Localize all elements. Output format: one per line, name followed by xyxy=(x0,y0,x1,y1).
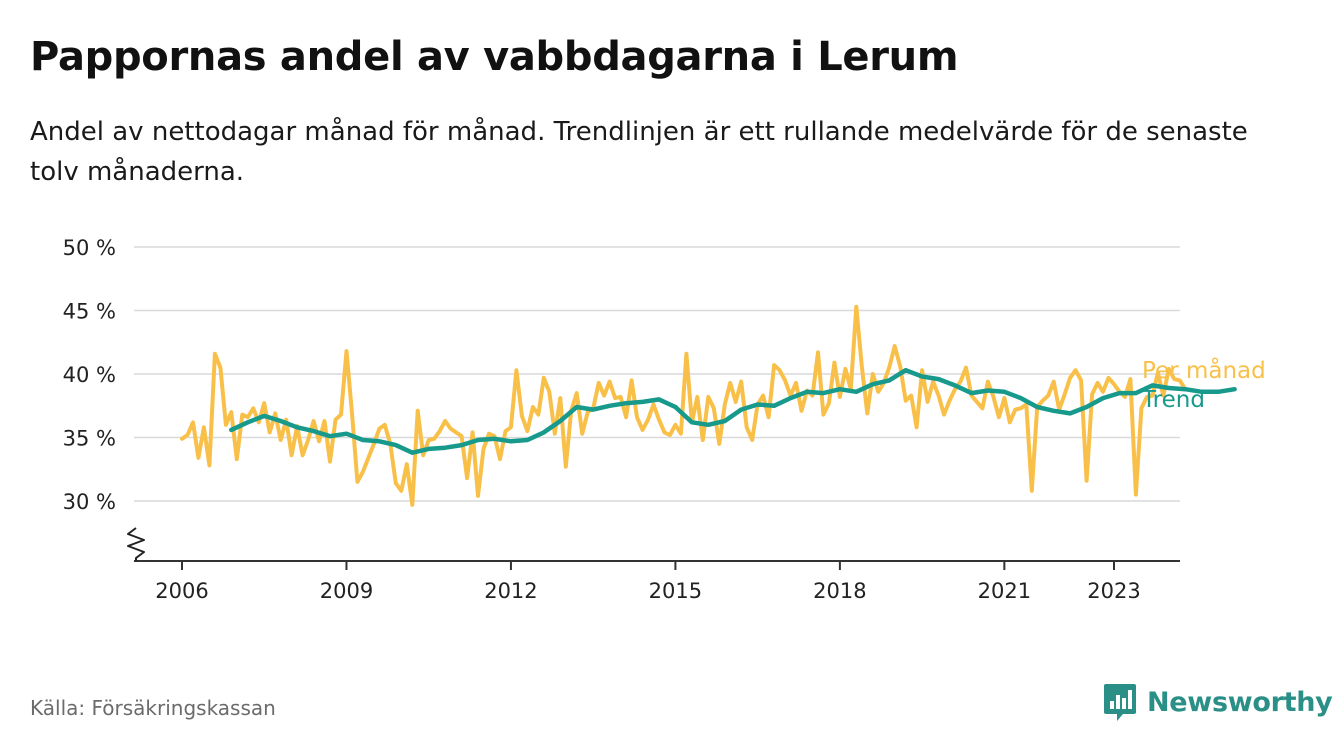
grid-layer xyxy=(134,246,1180,502)
y-tick-label: 40 % xyxy=(63,363,116,387)
y-tick-label: 30 % xyxy=(63,490,116,514)
y-tick-label: 35 % xyxy=(63,427,116,451)
source-note: Källa: Försäkringskassan xyxy=(30,696,276,720)
series-label-trend: Trend xyxy=(1141,387,1205,413)
series-line-trend xyxy=(229,367,1237,455)
y-tick-label: 45 % xyxy=(63,300,116,324)
newsworthy-logo-icon xyxy=(1104,684,1136,721)
brand-logo: Newsworthy xyxy=(1103,682,1333,722)
x-tick-label: 2012 xyxy=(484,579,537,603)
axis-break-icon xyxy=(127,527,145,561)
series-layer xyxy=(180,304,1237,507)
x-tick-label: 2021 xyxy=(978,579,1031,603)
x-tick-label: 2018 xyxy=(813,579,866,603)
x-tick-label: 2009 xyxy=(320,579,373,603)
page-subtitle: Andel av nettodagar månad för månad. Tre… xyxy=(30,117,1248,187)
x-tick-label: 2023 xyxy=(1087,579,1140,603)
label-layer: Per månad Trend xyxy=(1141,356,1266,413)
series-line-per-manad xyxy=(180,304,1188,507)
brand-name: Newsworthy xyxy=(1147,686,1333,718)
x-tick-label: 2015 xyxy=(649,579,702,603)
y-tick-label: 50 % xyxy=(63,236,116,260)
series-label-per-manad: Per månad xyxy=(1142,356,1266,384)
x-tick-label: 2006 xyxy=(155,579,208,603)
page-title: Pappornas andel av vabbdagarna i Lerum xyxy=(30,34,959,80)
axis-layer: 30 % 35 % 40 % 45 % 50 % 2006 2009 2012 2015 2018… xyxy=(63,236,1180,603)
